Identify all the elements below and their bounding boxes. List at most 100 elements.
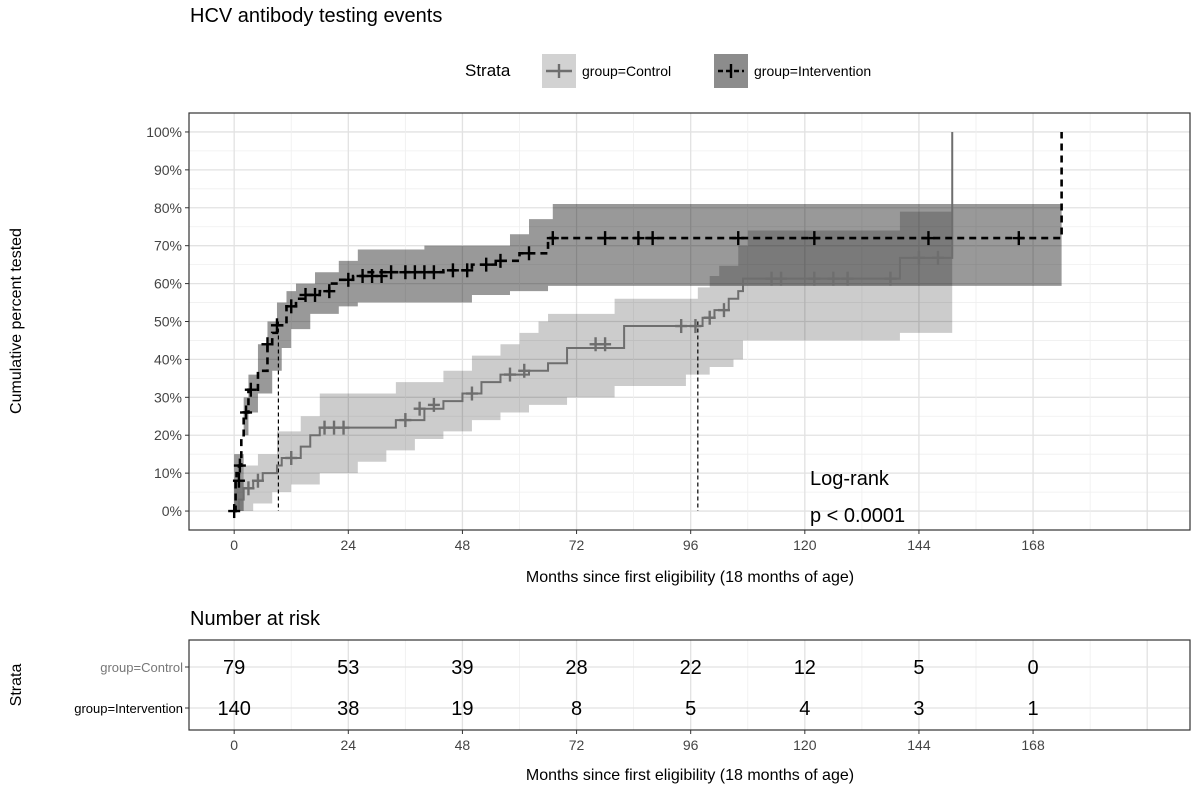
censor-mark-intervention <box>480 257 493 272</box>
risk-value: 1 <box>1028 698 1039 720</box>
risk-value: 3 <box>913 698 924 720</box>
censor-mark-control <box>808 271 821 286</box>
x-tick-label: 144 <box>907 537 931 553</box>
y-tick-label: 50% <box>154 314 182 330</box>
x-tick-label: 0 <box>230 537 238 553</box>
y-tick-label: 20% <box>154 427 182 443</box>
censor-mark-control <box>427 397 440 412</box>
risk-value: 5 <box>913 657 924 679</box>
risk-table: group=Control 79 53 39 28 22 12 5 0group=Interve… <box>74 657 1045 753</box>
censor-mark-intervention <box>309 287 322 302</box>
censor-mark-intervention <box>632 231 645 246</box>
censor-mark-control <box>717 303 730 318</box>
chart-title: HCV antibody testing events <box>190 5 442 27</box>
censor-mark-intervention <box>244 382 257 397</box>
censor-mark-intervention <box>523 246 536 261</box>
risk-panel <box>189 640 1190 730</box>
risk-row-label: group=Intervention <box>74 701 183 716</box>
censor-mark-intervention <box>270 318 283 333</box>
censor-mark-control <box>242 481 255 496</box>
censor-mark-intervention <box>240 405 253 420</box>
risk-value: 28 <box>565 657 587 679</box>
censor-mark-intervention <box>446 263 459 278</box>
censor-mark-intervention <box>427 265 440 280</box>
censor-mark-intervention <box>285 299 298 314</box>
censor-mark-intervention <box>375 269 388 284</box>
censor-mark-intervention <box>323 284 336 299</box>
censor-mark-control <box>599 337 612 352</box>
censor-mark-intervention <box>922 231 935 246</box>
ci-band-intervention <box>234 203 1062 512</box>
censor-mark-control <box>465 386 478 401</box>
censor-mark-intervention <box>233 458 246 473</box>
legend-title: Strata <box>465 61 511 80</box>
censor-mark-intervention <box>599 231 612 246</box>
censor-mark-control <box>503 367 516 382</box>
censor-mark-control <box>931 250 944 265</box>
risk-x-tick-label: 72 <box>569 737 585 753</box>
censor-mark-control <box>775 271 788 286</box>
y-tick-label: 60% <box>154 276 182 292</box>
censor-mark-intervention <box>228 504 241 519</box>
legend-label: group=Control <box>582 63 671 79</box>
risk-panel-border <box>188 639 1191 731</box>
censor-mark-intervention <box>261 337 274 352</box>
x-tick-label: 72 <box>569 537 585 553</box>
risk-x-tick-label: 120 <box>793 737 817 753</box>
y-tick-label: 80% <box>154 200 182 216</box>
censor-mark-control <box>675 319 688 334</box>
censor-mark-control <box>518 363 531 378</box>
censor-mark-intervention <box>546 231 559 246</box>
censor-mark-intervention <box>461 263 474 278</box>
y-tick-label: 30% <box>154 389 182 405</box>
censor-mark-control <box>841 271 854 286</box>
risk-value: 140 <box>217 698 250 720</box>
x-axis-label: Months since first eligibility (18 month… <box>526 569 854 586</box>
legend: group=Control group=Intervention <box>542 54 871 88</box>
censor-mark-intervention <box>808 231 821 246</box>
censor-mark-intervention <box>342 272 355 287</box>
risk-x-tick-label: 96 <box>683 737 699 753</box>
risk-value: 79 <box>223 657 245 679</box>
censor-mark-intervention <box>732 231 745 246</box>
risk-grid <box>189 640 1190 730</box>
censor-mark-control <box>689 319 702 334</box>
risk-value: 5 <box>685 698 696 720</box>
y-tick-label: 0% <box>162 503 182 519</box>
x-tick-label: 96 <box>683 537 699 553</box>
risk-value: 19 <box>451 698 473 720</box>
censor-mark-control <box>703 310 716 325</box>
y-tick-label: 10% <box>154 465 182 481</box>
y-tick-label: 70% <box>154 238 182 254</box>
legend-label: group=Intervention <box>754 63 871 79</box>
survival-curves <box>228 131 1063 519</box>
ci-band-control <box>234 211 953 512</box>
censor-mark-control <box>285 450 298 465</box>
y-tick-label: 100% <box>146 124 182 140</box>
risk-table-title: Number at risk <box>190 608 321 630</box>
risk-x-tick-label: 144 <box>907 737 931 753</box>
annotation-pvalue: p < 0.0001 <box>810 505 905 527</box>
y-tick-label: 40% <box>154 351 182 367</box>
x-tick-label: 48 <box>455 537 471 553</box>
risk-value: 0 <box>1028 657 1039 679</box>
censor-mark-intervention <box>1012 231 1025 246</box>
y-tick-label: 90% <box>154 162 182 178</box>
censor-mark-intervention <box>646 231 659 246</box>
censor-mark-intervention <box>385 265 398 280</box>
annotation-logrank: Log-rank <box>810 468 890 490</box>
risk-value: 12 <box>794 657 816 679</box>
censor-mark-control <box>399 413 412 428</box>
censor-mark-control <box>912 250 925 265</box>
risk-x-label: Months since first eligibility (18 month… <box>526 767 854 784</box>
risk-value: 39 <box>451 657 473 679</box>
risk-value: 22 <box>680 657 702 679</box>
risk-value: 4 <box>799 698 810 720</box>
risk-x-tick-label: 24 <box>341 737 357 753</box>
censor-mark-intervention <box>494 253 507 268</box>
confidence-bands <box>234 203 1062 512</box>
risk-value: 38 <box>337 698 359 720</box>
censor-mark-control <box>337 420 350 435</box>
y-axis-label: Cumulative percent tested <box>8 228 25 414</box>
